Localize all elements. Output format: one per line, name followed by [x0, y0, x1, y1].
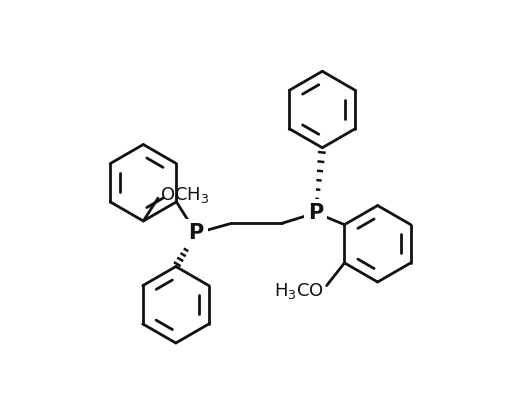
- Text: H$_3$CO: H$_3$CO: [274, 281, 324, 300]
- Text: P: P: [308, 203, 323, 223]
- Text: OCH$_3$: OCH$_3$: [160, 185, 210, 205]
- Text: P: P: [188, 223, 204, 243]
